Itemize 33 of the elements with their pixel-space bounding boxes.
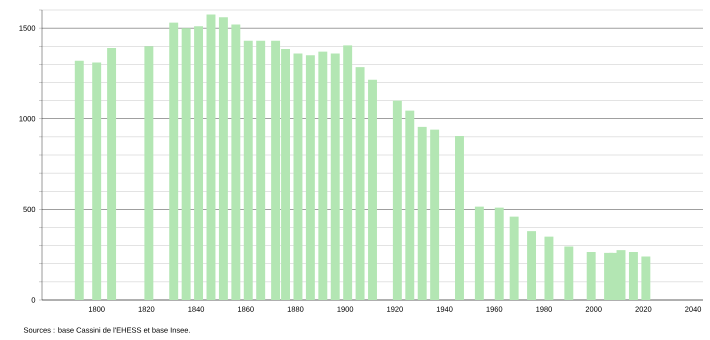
- bar: [392, 100, 402, 300]
- bar: [144, 46, 154, 300]
- bar: [74, 60, 84, 300]
- bar: [628, 252, 638, 300]
- bar: [405, 110, 414, 300]
- bar: [564, 246, 574, 300]
- bar: [206, 14, 216, 300]
- bar: [92, 62, 102, 300]
- bar: [169, 22, 178, 300]
- bar: [194, 26, 204, 300]
- bar: [218, 17, 228, 300]
- bar: [293, 53, 302, 300]
- bar: [182, 28, 191, 300]
- bar: [318, 52, 328, 300]
- bar: [494, 208, 504, 300]
- bar: [641, 256, 650, 300]
- bar: [418, 126, 427, 300]
- bar: [430, 130, 440, 300]
- bar: [455, 136, 464, 300]
- bar: [306, 55, 315, 300]
- bar: [343, 45, 352, 300]
- bar: [527, 231, 536, 300]
- bar: [356, 67, 365, 300]
- bar: [474, 206, 484, 300]
- bar: [510, 216, 519, 300]
- bar: [368, 80, 377, 300]
- bar: [107, 48, 116, 300]
- bar: [244, 40, 253, 300]
- bar: [544, 236, 554, 300]
- bar: [231, 24, 240, 300]
- bar: [330, 53, 340, 300]
- bar: [586, 252, 596, 300]
- bar: [256, 40, 266, 300]
